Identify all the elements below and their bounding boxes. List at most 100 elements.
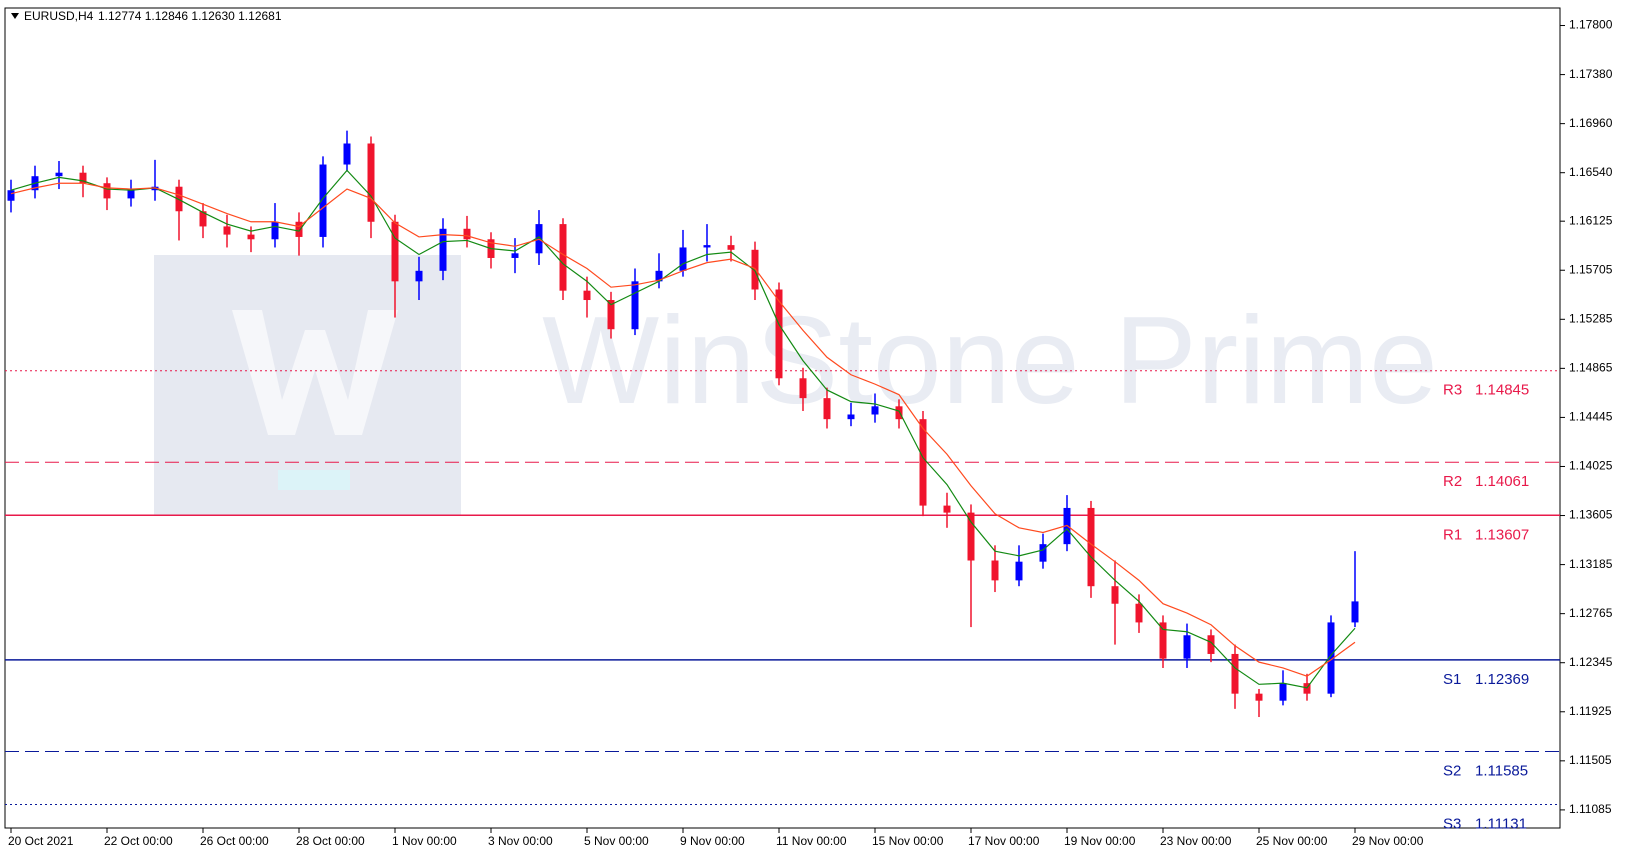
x-tick-label: 19 Nov 00:00 [1064,834,1136,848]
level-value: 1.11585 [1475,762,1528,779]
y-tick-label: 1.15705 [1569,262,1613,276]
candle-body [1255,693,1263,701]
y-tick-label: 1.15285 [1569,311,1613,325]
x-tick-label: 22 Oct 00:00 [104,834,173,848]
moving-average [10,169,1356,689]
candle-body [1039,544,1047,562]
y-tick-label: 1.14445 [1569,410,1613,424]
y-tick-label: 1.14025 [1569,459,1613,473]
candle-body [511,253,519,258]
y-tick-label: 1.11085 [1569,802,1612,816]
menu-arrow[interactable] [11,13,19,19]
candle-body [967,512,975,561]
candle-body [199,211,207,227]
candle-body [367,143,375,222]
candle-body [223,226,231,235]
x-tick-label: 15 Nov 00:00 [872,834,944,848]
y-tick-label: 1.11925 [1569,704,1612,718]
candle-body [391,221,399,282]
candle-body [991,560,999,581]
candle-body [775,289,783,379]
candle-body [823,398,831,420]
candle-body [103,183,111,199]
candle-body [127,190,135,199]
level-value: 1.14061 [1475,473,1529,490]
x-tick-label: 5 Nov 00:00 [584,834,649,848]
x-tick-label: 26 Oct 00:00 [200,834,269,848]
candle-body [271,221,279,240]
candle-body [55,172,63,177]
x-tick-label: 29 Nov 00:00 [1352,834,1424,848]
y-tick-label: 1.11505 [1569,753,1612,767]
x-tick-label: 20 Oct 2021 [8,834,74,848]
candle-body [343,143,351,165]
level-value: 1.13607 [1475,526,1529,543]
level-value: 1.14845 [1475,382,1529,399]
candle-body [7,190,15,201]
y-tick-label: 1.12765 [1569,606,1613,620]
candle-body [607,300,615,330]
x-tick-label: 3 Nov 00:00 [488,834,553,848]
candle-body [871,406,879,415]
level-value: 1.11131 [1475,815,1527,832]
candle-body [1351,601,1359,623]
watermark: WinStone Prime [542,292,1438,430]
candle-body [559,224,567,291]
candle-body [415,270,423,282]
x-tick-label: 17 Nov 00:00 [968,834,1040,848]
candle-body [751,249,759,290]
level-name: R2 [1443,473,1462,490]
y-tick-label: 1.12345 [1569,655,1613,669]
x-tick-label: 28 Oct 00:00 [296,834,365,848]
y-tick-label: 1.13605 [1569,508,1613,522]
level-name: R1 [1443,526,1462,543]
candle-body [1111,586,1119,604]
x-tick-label: 25 Nov 00:00 [1256,834,1328,848]
candle-body [1015,561,1023,581]
candle-body [583,290,591,301]
level-name: S2 [1443,762,1461,779]
y-tick-label: 1.17800 [1569,18,1613,32]
candle-body [943,505,951,513]
candle-body [79,172,87,184]
candle-body [1183,635,1191,659]
candle-body [799,378,807,399]
candle-body [319,164,327,237]
candle-body [1207,635,1215,654]
candle-body [727,245,735,250]
candle-body [439,228,447,271]
y-tick-label: 1.13185 [1569,557,1613,571]
quote: 1.12774 1.12846 1.12630 1.12681 [98,9,282,23]
candle-body [1231,653,1239,694]
candle-body [847,414,855,420]
x-tick-label: 9 Nov 00:00 [680,834,745,848]
moving-average [10,182,1356,677]
level-name: S3 [1443,815,1461,832]
candle-body [463,228,471,240]
y-tick-label: 1.16960 [1569,116,1613,130]
candle-body [655,270,663,282]
candle-body [703,245,711,248]
candle-body [1159,622,1167,659]
candle-body [679,247,687,271]
candle-body [1327,622,1335,694]
level-name: S1 [1443,671,1461,688]
candle-body [1087,507,1095,587]
y-tick-label: 1.14865 [1569,361,1613,375]
watermark-logo [154,255,461,516]
candle-body [631,281,639,330]
x-tick-label: 23 Nov 00:00 [1160,834,1232,848]
candle-body [1135,603,1143,623]
candle-body [895,406,903,420]
symbol: EURUSD,H4 [24,9,94,23]
x-tick-label: 1 Nov 00:00 [392,834,457,848]
candle-body [247,234,255,240]
level-name: R3 [1443,382,1462,399]
candle-body [1279,683,1287,701]
x-tick-label: 11 Nov 00:00 [776,834,847,848]
candle-body [295,221,303,237]
y-tick-label: 1.17380 [1569,67,1613,81]
y-tick-label: 1.16540 [1569,165,1613,179]
level-value: 1.12369 [1475,671,1529,688]
